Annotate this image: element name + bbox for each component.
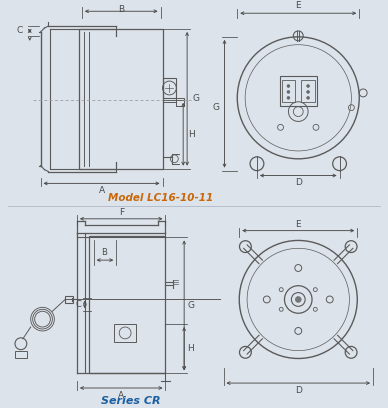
Bar xyxy=(65,295,73,304)
Text: H: H xyxy=(187,344,194,353)
Circle shape xyxy=(307,96,310,99)
Text: B: B xyxy=(118,5,124,14)
Text: F: F xyxy=(119,208,124,217)
Text: D: D xyxy=(295,386,302,395)
Bar xyxy=(114,324,136,342)
Text: B: B xyxy=(102,248,107,257)
Circle shape xyxy=(307,84,310,87)
Text: C: C xyxy=(75,300,81,309)
Text: A: A xyxy=(118,391,124,400)
Text: G: G xyxy=(213,103,220,112)
Text: G: G xyxy=(187,301,194,310)
Bar xyxy=(79,29,163,169)
Text: Model LC16-10-11: Model LC16-10-11 xyxy=(108,193,213,203)
Bar xyxy=(280,76,317,106)
Circle shape xyxy=(287,91,290,93)
Text: Series CR: Series CR xyxy=(101,396,161,406)
Bar xyxy=(282,80,295,102)
Text: A: A xyxy=(99,186,105,195)
Bar xyxy=(301,80,315,102)
Circle shape xyxy=(295,297,301,302)
Circle shape xyxy=(307,91,310,93)
Bar xyxy=(163,78,176,98)
Circle shape xyxy=(287,84,290,87)
Text: G: G xyxy=(192,94,199,103)
Text: E: E xyxy=(295,220,301,228)
Bar xyxy=(89,235,165,373)
Text: H: H xyxy=(188,130,195,139)
Bar xyxy=(15,350,27,359)
Text: D: D xyxy=(295,178,302,188)
Text: E: E xyxy=(295,1,301,10)
Bar xyxy=(176,98,184,106)
Text: C: C xyxy=(17,27,23,35)
Circle shape xyxy=(287,96,290,99)
